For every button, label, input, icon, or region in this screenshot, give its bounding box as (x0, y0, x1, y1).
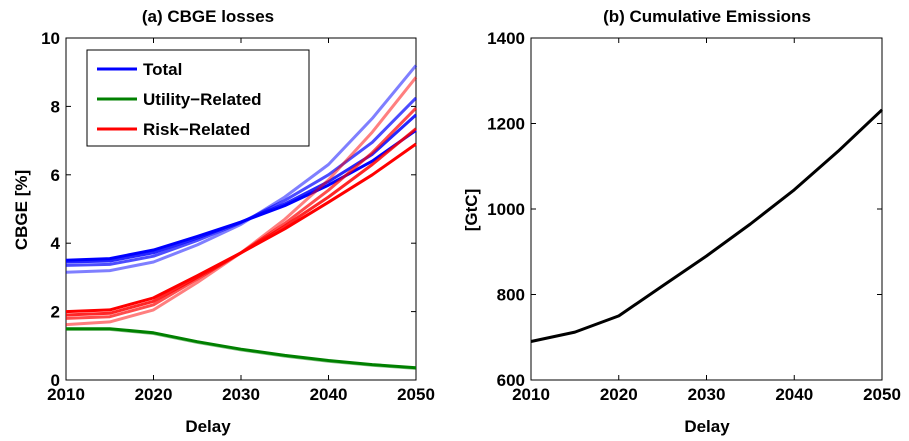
x-tick-label-a: 2040 (310, 385, 348, 404)
series-risk-related-line-6 (65, 142, 417, 314)
y-tick-label-a: 8 (51, 97, 60, 116)
y-tick-label-b: 800 (497, 286, 525, 305)
y-tick-label-a: 0 (51, 371, 60, 390)
series-risk-related-line-9 (65, 76, 418, 327)
y-tick-label-a: 10 (41, 29, 60, 48)
legend-label-0: Total (143, 60, 182, 79)
y-tick-label-a: 4 (51, 234, 61, 253)
x-tick-label-a: 2050 (397, 385, 435, 404)
series-total-line-3 (65, 64, 418, 274)
y-tick-label-a: 2 (51, 303, 60, 322)
x-tick-label-b: 2030 (688, 385, 726, 404)
y-tick-label-a: 6 (51, 166, 60, 185)
legend-label-2: Risk−Related (143, 120, 250, 139)
x-tick-label-b: 2050 (863, 385, 901, 404)
y-tick-label-b: 600 (497, 371, 525, 390)
legend: Total Utility−Related Risk−Related (86, 49, 310, 147)
y-tick-label-b: 1400 (487, 29, 525, 48)
x-tick-label-b: 2020 (600, 385, 638, 404)
series-utility-related-line-4 (66, 327, 417, 370)
chart-title-b: (b) Cumulative Emissions (603, 7, 811, 26)
x-tick-label-b: 2010 (512, 385, 550, 404)
panel-cumulative-emissions: (b) Cumulative Emissions Delay [GtC] 201… (462, 7, 901, 436)
legend-label-1: Utility−Related (143, 90, 262, 109)
x-tick-label-a: 2030 (222, 385, 260, 404)
series-utility-related-line-5 (66, 327, 417, 370)
y-tick-label-b: 1200 (487, 115, 525, 134)
series-emissions-line-0 (530, 108, 884, 343)
y-tick-label-b: 1000 (487, 200, 525, 219)
x-axis-label-b: Delay (684, 417, 730, 436)
x-axis-label-a: Delay (185, 417, 231, 436)
panel-cbge-losses: (a) CBGE losses Delay CBGE [%] 2010 2020 2… (12, 7, 435, 436)
x-tick-label-b: 2040 (775, 385, 813, 404)
y-axis-label-a: CBGE [%] (12, 170, 31, 250)
y-axis-label-b: [GtC] (462, 189, 481, 231)
plot-area-b: 2010 2020 2030 2040 2050 600 800 1000 1200 1400 (487, 29, 901, 404)
chart-title-a: (a) CBGE losses (142, 7, 274, 26)
x-tick-label-a: 2020 (135, 385, 173, 404)
x-tick-label-a: 2010 (47, 385, 85, 404)
plot-area-a: 2010 2020 2030 2040 2050 0 2 4 6 8 10 Total Utility−… (41, 29, 435, 404)
